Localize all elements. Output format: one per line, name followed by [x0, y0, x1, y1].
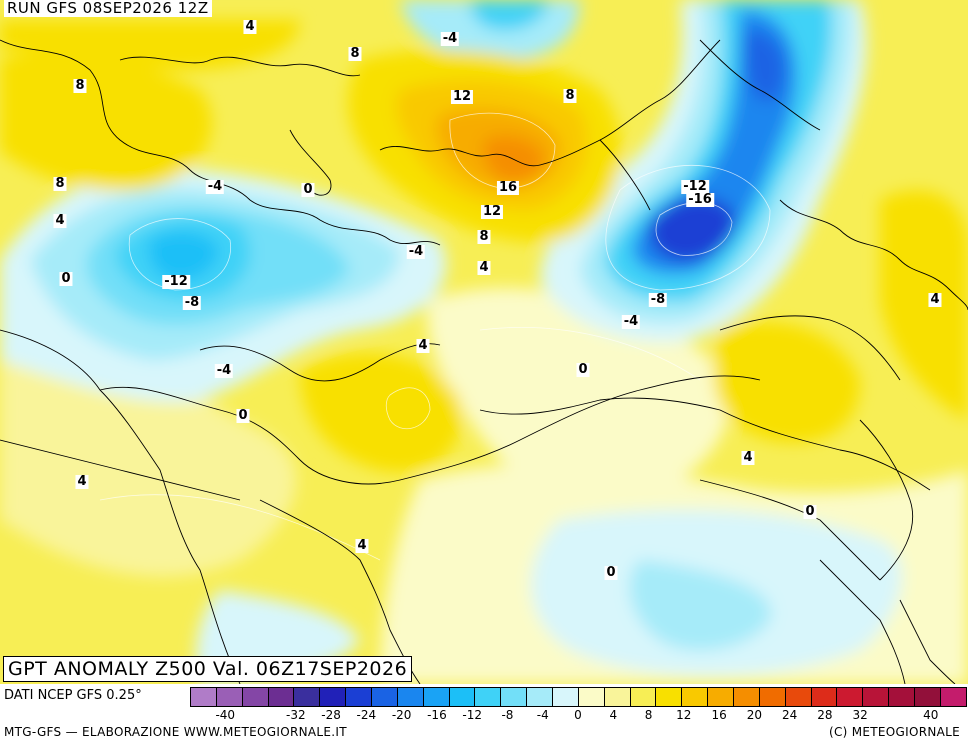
colorbar-tick-label: -28 — [321, 708, 341, 722]
contour-label: 0 — [301, 182, 315, 197]
colorbar-swatch — [888, 687, 916, 707]
colorbar-ticks: -40 -32 -28 -24 -20 -16 -12 -8 -4 0 4 8 12 16 20 24 28 32… — [190, 708, 966, 724]
colorbar-swatch — [474, 687, 502, 707]
contour-label: -4 — [406, 244, 426, 259]
colorbar-tick-label: 40 — [923, 708, 939, 722]
contour-label: 12 — [480, 204, 504, 219]
colorbar-swatch — [526, 687, 554, 707]
contour-label: 4 — [741, 450, 755, 465]
colorbar-swatch — [707, 687, 735, 707]
colorbar-tick-label: -4 — [536, 708, 549, 722]
contour-label: -12 — [162, 274, 190, 289]
colorbar-swatch — [345, 687, 373, 707]
colorbar-swatch — [629, 687, 657, 707]
contour-label: -4 — [205, 179, 225, 194]
contour-label: 4 — [75, 474, 89, 489]
colorbar-tick-label: 0 — [574, 708, 582, 722]
colorbar-tick-label: 28 — [817, 708, 833, 722]
contour-label: -4 — [214, 363, 234, 378]
contour-label: 4 — [416, 338, 430, 353]
colorbar-tick-label: 24 — [781, 708, 798, 722]
colorbar-swatch — [784, 687, 812, 707]
contour-label: 12 — [450, 89, 474, 104]
data-source: DATI NCEP GFS 0.25° — [4, 688, 142, 703]
colorbar-tick-label: 16 — [711, 708, 727, 722]
colorbar-swatch — [448, 687, 476, 707]
map-title: GPT ANOMALY Z500 Val. 06Z17SEP2026 — [3, 656, 413, 682]
anomaly-field — [0, 0, 968, 684]
contour-label: 8 — [477, 229, 491, 244]
contour-label: -8 — [648, 292, 668, 307]
colorbar-swatch — [371, 687, 398, 707]
colorbar-swatch — [241, 687, 269, 707]
contour-label: 4 — [928, 292, 942, 307]
legend-panel: DATI NCEP GFS 0.25° -40 -32 -28 -24 -20 -16 -1… — [0, 684, 968, 745]
contour-label: -16 — [686, 192, 714, 207]
colorbar-tick-label: -16 — [427, 708, 447, 722]
contour-label: -4 — [440, 31, 460, 46]
colorbar-swatch — [267, 687, 295, 707]
colorbar-swatch — [215, 687, 243, 707]
colorbar-swatch — [939, 687, 967, 707]
contour-label: 8 — [348, 46, 362, 61]
colorbar-swatch — [681, 687, 709, 707]
colorbar-tick-label: 4 — [609, 708, 618, 722]
colorbar-swatch — [293, 687, 321, 707]
colorbar-tick-label: -8 — [501, 708, 514, 722]
contour-label: 16 — [496, 180, 520, 195]
contour-label: 0 — [803, 504, 817, 519]
credit-text: MTG-GFS — ELABORAZIONE WWW.METEOGIORNALE… — [4, 725, 347, 739]
colorbar-tick-label: -24 — [356, 708, 377, 722]
contour-label: 8 — [73, 78, 87, 93]
contour-label: -4 — [621, 314, 641, 329]
contour-label: 0 — [236, 408, 250, 423]
colorbar-tick-label: 8 — [644, 708, 653, 722]
colorbar-swatch — [655, 687, 683, 707]
contour-label: -8 — [182, 295, 202, 310]
colorbar-swatch — [577, 687, 605, 707]
colorbar-swatch — [190, 687, 217, 707]
contour-label: 8 — [53, 176, 67, 191]
contour-label: 0 — [59, 271, 73, 286]
contour-label: 0 — [576, 362, 590, 377]
colorbar-swatch — [603, 687, 631, 707]
colorbar-tick-label: 32 — [852, 708, 868, 722]
colorbar-tick-label: -20 — [391, 708, 412, 722]
colorbar-swatch — [319, 687, 347, 707]
contour-label: 0 — [604, 565, 618, 580]
colorbar-tick-label: 12 — [676, 708, 692, 722]
anomaly-map: RUN GFS 08SEP2026 12Z 4 8 -4 8 12 8 8 -4 0 16 -12-… — [0, 0, 968, 684]
run-label: RUN GFS 08SEP2026 12Z — [4, 0, 212, 17]
colorbar-swatch — [733, 687, 760, 707]
contour-label: 4 — [243, 19, 257, 34]
colorbar-swatch — [836, 687, 864, 707]
contour-label: -12 — [681, 179, 709, 194]
colorbar-swatch — [422, 687, 450, 707]
contour-label: 4 — [477, 260, 491, 275]
colorbar-swatch — [862, 687, 890, 707]
colorbar-swatch — [810, 687, 838, 707]
colorbar-swatch — [914, 687, 941, 707]
colorbar-swatch — [500, 687, 528, 707]
colorbar-tick-label: -40 — [215, 708, 236, 722]
contour-label: 8 — [563, 88, 577, 103]
contour-label: 4 — [355, 538, 369, 553]
copyright-text: (C) METEOGIORNALE — [828, 725, 960, 739]
colorbar-swatch — [758, 687, 786, 707]
colorbar-tick-label: -32 — [286, 708, 306, 722]
colorbar-swatch — [552, 687, 579, 707]
colorbar-tick-label: 20 — [746, 708, 762, 722]
colorbar — [190, 687, 967, 707]
contour-label: 4 — [53, 213, 67, 228]
colorbar-tick-label: -12 — [462, 708, 482, 722]
colorbar-swatch — [396, 687, 424, 707]
